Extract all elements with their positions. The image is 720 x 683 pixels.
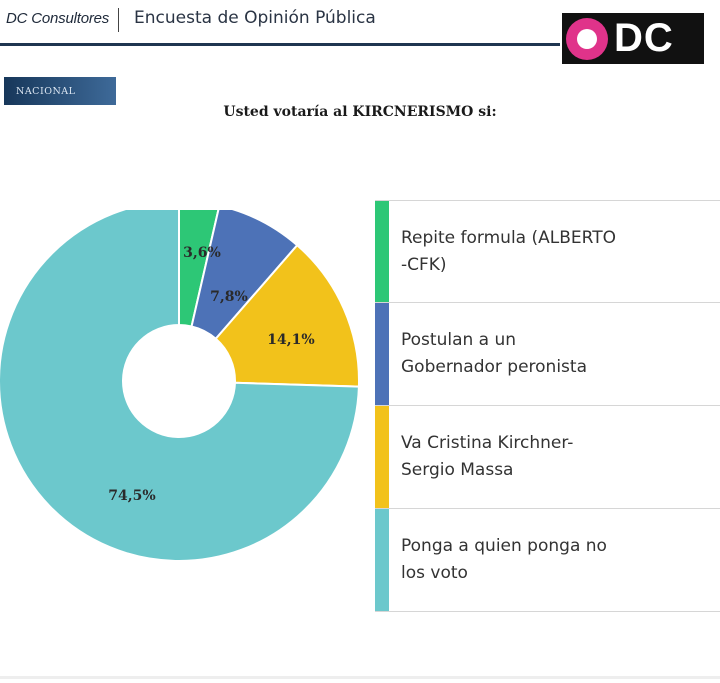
data-label-cristina-massa: 14,1% bbox=[267, 332, 314, 348]
legend-label: Postulan a un Gobernador peronista bbox=[401, 330, 587, 377]
legend: Repite formula (ALBERTO -CFK) Postulan a … bbox=[375, 200, 720, 612]
footer-rule bbox=[0, 676, 720, 679]
brand-name: DC Consultores bbox=[6, 10, 110, 27]
legend-swatch-yellow bbox=[375, 406, 389, 508]
data-label-no-voto: 74,5% bbox=[108, 488, 155, 504]
data-label-repite: 3,6% bbox=[183, 245, 221, 261]
chart-title: Usted votaría al KIRCNERISMO si: bbox=[223, 104, 497, 120]
legend-item-no-voto: Ponga a quien ponga no los voto bbox=[375, 509, 720, 612]
donut-chart: 3,6% 7,8% 14,1% 74,5% bbox=[0, 210, 360, 562]
legend-item-repite: Repite formula (ALBERTO -CFK) bbox=[375, 200, 720, 303]
data-label-gobernador: 7,8% bbox=[210, 289, 248, 305]
slice-cristina-massa bbox=[214, 243, 360, 388]
legend-label: Ponga a quien ponga no los voto bbox=[401, 536, 607, 583]
legend-swatch-teal bbox=[375, 509, 389, 611]
logo-ring-icon bbox=[566, 17, 608, 60]
logo-text: DC bbox=[614, 16, 674, 60]
header-rule bbox=[0, 43, 560, 46]
slice-no-voto bbox=[0, 210, 360, 562]
legend-label: Repite formula (ALBERTO -CFK) bbox=[401, 227, 616, 275]
header-separator bbox=[118, 8, 119, 32]
legend-item-cristina-massa: Va Cristina Kirchner- Sergio Massa bbox=[375, 406, 720, 509]
legend-swatch-blue bbox=[375, 303, 389, 405]
legend-swatch-green bbox=[375, 201, 389, 302]
dc-logo: DC bbox=[562, 13, 704, 64]
survey-title: Encuesta de Opinión Pública bbox=[134, 8, 376, 28]
legend-label: Va Cristina Kirchner- Sergio Massa bbox=[401, 433, 574, 480]
section-tag: NACIONAL bbox=[4, 77, 116, 105]
header: DC Consultores Encuesta de Opinión Públi… bbox=[0, 0, 720, 48]
legend-item-gobernador: Postulan a un Gobernador peronista bbox=[375, 303, 720, 406]
